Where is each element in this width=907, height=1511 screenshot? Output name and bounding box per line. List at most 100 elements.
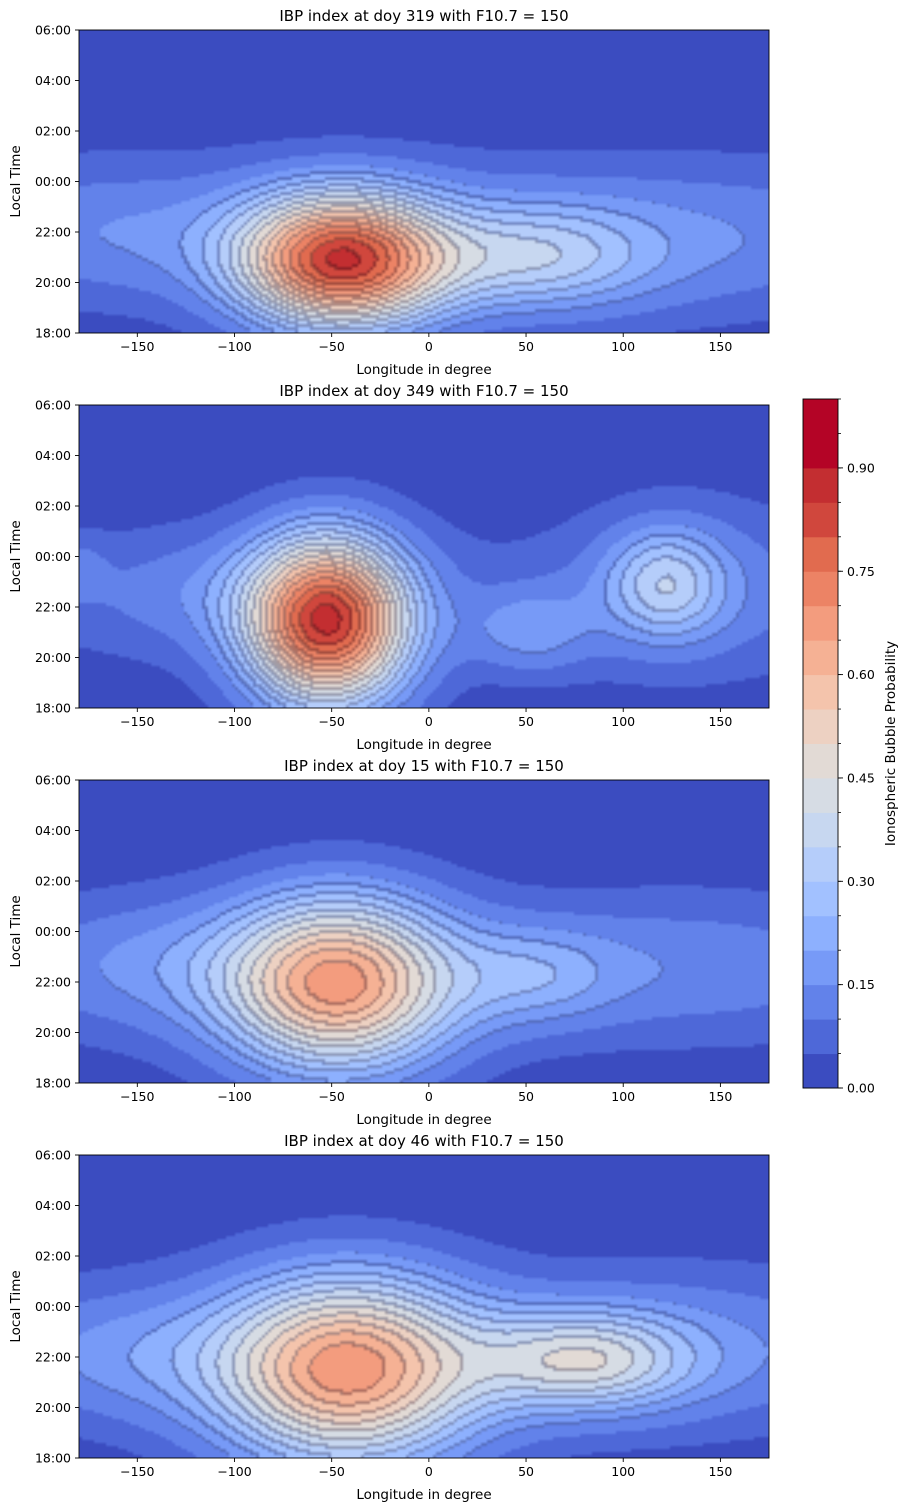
x-tick-label: −50 bbox=[318, 714, 344, 729]
y-tick-label: 18:00 bbox=[35, 1451, 71, 1466]
colorbar-tick-label: 0.15 bbox=[847, 977, 875, 992]
colorbar-band bbox=[803, 777, 838, 813]
y-axis-label: Local Time bbox=[8, 1270, 24, 1342]
y-tick-label: 00:00 bbox=[35, 924, 71, 939]
panel-doy-15: IBP index at doy 15 with F10.7 = 150 −15… bbox=[8, 757, 770, 1128]
x-axis-ticks: −150 −100 −50 0 50 100 150 bbox=[120, 1458, 732, 1479]
y-tick-label: 22:00 bbox=[35, 1350, 71, 1365]
y-tick-label: 02:00 bbox=[35, 499, 71, 514]
heatmap-image bbox=[79, 1155, 769, 1458]
y-tick-label: 06:00 bbox=[35, 1148, 71, 1163]
colorbar-band bbox=[803, 399, 838, 469]
y-tick-label: 18:00 bbox=[35, 326, 71, 341]
x-tick-label: 0 bbox=[425, 339, 433, 354]
x-axis-label: Longitude in degree bbox=[356, 1487, 491, 1503]
y-tick-label: 04:00 bbox=[35, 448, 71, 463]
x-tick-label: 100 bbox=[611, 339, 635, 354]
x-tick-label: 50 bbox=[518, 339, 534, 354]
colorbar-band bbox=[803, 605, 838, 641]
panel-title: IBP index at doy 46 with F10.7 = 150 bbox=[284, 1132, 564, 1150]
y-tick-label: 06:00 bbox=[35, 398, 71, 413]
y-tick-label: 22:00 bbox=[35, 225, 71, 240]
x-axis-label: Longitude in degree bbox=[356, 737, 491, 753]
y-tick-label: 06:00 bbox=[35, 23, 71, 38]
colorbar-band bbox=[803, 571, 838, 607]
colorbar-band bbox=[803, 984, 838, 1020]
y-axis-ticks: 18:00 20:00 22:00 00:00 02:00 04:00 06:00 bbox=[35, 1148, 79, 1466]
y-tick-label: 20:00 bbox=[35, 650, 71, 665]
colorbar-tick-label: 0.45 bbox=[847, 770, 875, 785]
x-tick-label: −150 bbox=[120, 1089, 154, 1104]
y-tick-label: 04:00 bbox=[35, 1198, 71, 1213]
x-axis-ticks: −150 −100 −50 0 50 100 150 bbox=[120, 708, 732, 729]
x-tick-label: 100 bbox=[611, 1464, 635, 1479]
colorbar-band bbox=[803, 674, 838, 710]
y-tick-label: 22:00 bbox=[35, 600, 71, 615]
y-tick-label: 04:00 bbox=[35, 823, 71, 838]
heatmap-image bbox=[79, 405, 769, 708]
x-tick-label: 150 bbox=[708, 339, 732, 354]
colorbar-band bbox=[803, 950, 838, 986]
colorbar-band bbox=[803, 502, 838, 538]
heatmap-image bbox=[79, 30, 769, 333]
y-tick-label: 20:00 bbox=[35, 275, 71, 290]
x-tick-label: 150 bbox=[708, 1089, 732, 1104]
colorbar-band bbox=[803, 640, 838, 676]
y-axis-label: Local Time bbox=[8, 520, 24, 592]
colorbar-tick-label: 0.30 bbox=[847, 874, 875, 889]
colorbar-tick-label: 0.00 bbox=[847, 1081, 875, 1096]
colorbar: 0.00 0.15 0.30 0.45 0.60 0.75 0.90 Ionospheric… bbox=[802, 398, 899, 1096]
x-tick-label: −100 bbox=[217, 1089, 251, 1104]
x-tick-label: −150 bbox=[120, 339, 154, 354]
x-tick-label: 50 bbox=[518, 1089, 534, 1104]
colorbar-band bbox=[803, 915, 838, 951]
x-tick-label: 100 bbox=[611, 714, 635, 729]
y-axis-ticks: 18:00 20:00 22:00 00:00 02:00 04:00 06:00 bbox=[35, 398, 79, 716]
y-axis-ticks: 18:00 20:00 22:00 00:00 02:00 04:00 06:00 bbox=[35, 773, 79, 1091]
x-tick-label: 0 bbox=[425, 714, 433, 729]
colorbar-band bbox=[803, 812, 838, 848]
x-tick-label: −100 bbox=[217, 339, 251, 354]
y-tick-label: 02:00 bbox=[35, 874, 71, 889]
y-tick-label: 20:00 bbox=[35, 1400, 71, 1415]
y-tick-label: 02:00 bbox=[35, 124, 71, 139]
y-tick-label: 22:00 bbox=[35, 975, 71, 990]
heatmap-image bbox=[79, 780, 769, 1083]
x-tick-label: −100 bbox=[217, 1464, 251, 1479]
y-tick-label: 02:00 bbox=[35, 1249, 71, 1264]
y-tick-label: 18:00 bbox=[35, 1076, 71, 1091]
x-tick-label: 150 bbox=[708, 714, 732, 729]
y-tick-label: 00:00 bbox=[35, 549, 71, 564]
x-tick-label: −50 bbox=[318, 1464, 344, 1479]
colorbar-band bbox=[803, 846, 838, 882]
y-axis-label: Local Time bbox=[8, 145, 24, 217]
colorbar-ticks: 0.00 0.15 0.30 0.45 0.60 0.75 0.90 bbox=[838, 398, 875, 1096]
colorbar-band bbox=[803, 709, 838, 744]
panel-title: IBP index at doy 349 with F10.7 = 150 bbox=[279, 382, 568, 400]
x-tick-label: 50 bbox=[518, 714, 534, 729]
colorbar-band bbox=[803, 536, 838, 572]
x-axis-label: Longitude in degree bbox=[356, 1112, 491, 1128]
x-tick-label: 150 bbox=[708, 1464, 732, 1479]
y-tick-label: 20:00 bbox=[35, 1025, 71, 1040]
y-tick-label: 00:00 bbox=[35, 174, 71, 189]
colorbar-tick-label: 0.90 bbox=[847, 460, 875, 475]
x-tick-label: −50 bbox=[318, 1089, 344, 1104]
colorbar-band bbox=[803, 743, 838, 779]
x-tick-label: 50 bbox=[518, 1464, 534, 1479]
colorbar-tick-label: 0.60 bbox=[847, 667, 875, 682]
panel-doy-46: IBP index at doy 46 with F10.7 = 150 −15… bbox=[8, 1132, 770, 1503]
x-tick-label: 100 bbox=[611, 1089, 635, 1104]
panel-doy-319: IBP index at doy 319 with F10.7 = 150 −1… bbox=[8, 7, 770, 378]
x-tick-label: −50 bbox=[318, 339, 344, 354]
x-tick-label: −100 bbox=[217, 714, 251, 729]
x-axis-ticks: −150 −100 −50 0 50 100 150 bbox=[120, 1083, 732, 1104]
colorbar-band bbox=[803, 881, 838, 917]
y-tick-label: 18:00 bbox=[35, 701, 71, 716]
colorbar-bands bbox=[803, 399, 838, 1089]
y-tick-label: 04:00 bbox=[35, 73, 71, 88]
colorbar-band bbox=[803, 1053, 838, 1089]
panel-doy-349: IBP index at doy 349 with F10.7 = 150 −1… bbox=[8, 382, 770, 753]
panel-title: IBP index at doy 15 with F10.7 = 150 bbox=[284, 757, 564, 775]
